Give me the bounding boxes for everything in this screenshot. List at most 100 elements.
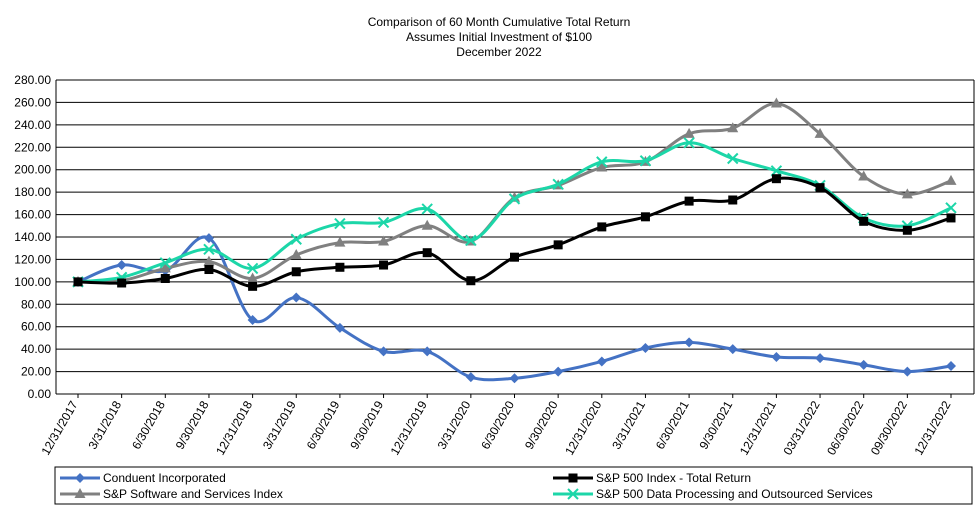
data-point [203,243,215,256]
chart-title-line-1: Comparison of 60 Month Cumulative Total … [368,15,631,29]
data-point [684,337,695,348]
legend: Conduent Incorporated S&P 500 Index - Tot… [54,466,973,505]
data-point [421,219,433,230]
chart-title: Comparison of 60 Month Cumulative Total … [368,15,631,59]
data-point [465,372,476,383]
data-point [814,127,826,138]
data-point [291,267,301,277]
data-point [553,366,564,377]
x-tick-label: 12/31/2020 [562,398,604,457]
data-point [117,278,127,288]
data-point [378,235,390,246]
data-point [858,359,869,370]
data-point [684,196,694,206]
y-tick-label: 200.00 [14,163,51,177]
data-point [335,262,345,272]
data-point [378,346,389,357]
x-tick-label: 6/30/2021 [653,398,692,452]
data-point [902,366,913,377]
data-point [247,314,258,325]
legend-item: S&P 500 Index - Total Return [553,471,751,485]
y-tick-label: 40.00 [21,342,51,356]
legend-swatch-marker [568,473,578,483]
data-point [334,322,345,333]
data-point [203,255,215,266]
series-line [77,235,952,382]
data-point [552,178,564,190]
y-tick-label: 180.00 [14,185,51,199]
data-point [421,203,433,215]
data-point [160,273,170,283]
x-tick-label: 09/30/2022 [868,398,910,457]
chart-title-line-3: December 2022 [456,45,542,59]
data-point [379,260,389,270]
data-point [510,252,519,262]
legend-swatch-marker [567,488,579,500]
data-point [640,212,650,222]
data-point [290,233,302,245]
data-point [422,346,433,357]
legend-swatch-marker [74,488,86,498]
y-tick-label: 160.00 [14,208,51,222]
data-point [422,248,432,258]
y-tick-label: 280.00 [14,73,51,87]
data-point [640,343,651,354]
data-point [770,97,782,108]
data-point [946,213,956,223]
data-point [596,161,608,172]
data-point [466,276,476,286]
y-tick-label: 60.00 [21,320,51,334]
data-point [727,152,739,165]
data-point [639,155,652,167]
legend-item: Conduent Incorporated [60,471,226,485]
data-point [859,216,869,226]
data-point [509,373,520,384]
legend-item: S&P 500 Data Processing and Outsourced S… [553,487,873,501]
x-tick-label: 03/31/2022 [780,398,822,457]
data-point [73,277,83,287]
data-point [902,225,912,235]
data-point [159,257,172,269]
data-point [204,265,214,275]
data-point [683,127,695,138]
x-axis-tick-labels: 12/31/2017 3/31/2018 6/30/2018 9/30/2018 12/… [38,394,954,458]
data-point [334,217,346,230]
data-point [291,292,302,303]
data-point [771,351,782,362]
x-tick-label: 3/31/2018 [85,398,124,452]
data-point [815,183,825,193]
data-point [727,344,738,355]
x-tick-label: 6/30/2020 [478,398,517,452]
data-point [377,216,390,229]
y-tick-label: 240.00 [14,118,51,132]
data-point [596,156,608,168]
x-tick-label: 9/30/2021 [697,398,736,452]
x-tick-label: 9/30/2019 [347,398,386,452]
x-tick-label: 3/31/2021 [609,398,648,452]
data-point [290,248,302,259]
data-point [770,165,783,177]
data-point [683,137,695,149]
y-tick-label: 20.00 [21,365,51,379]
data-point [597,222,607,232]
chart-title-line-2: Assumes Initial Investment of $100 [406,30,592,44]
legend-label: Conduent Incorporated [103,471,226,485]
y-tick-label: 260.00 [14,95,51,109]
data-point [771,174,781,184]
legend-item: S&P Software and Services Index [60,487,283,501]
data-point [727,122,739,133]
legend-swatch-marker [75,473,85,483]
x-tick-label: 9/30/2020 [522,398,561,452]
x-tick-label: 9/30/2018 [173,398,212,452]
y-axis-tick-labels: 0.00 20.00 40.00 60.00 80.00 100.00 120.00 140.… [14,73,51,401]
series-lines [72,97,957,384]
x-tick-label: 12/31/2017 [38,398,80,457]
series-3 [72,137,957,288]
x-tick-label: 12/31/2022 [911,398,953,457]
data-point [946,360,956,371]
x-tick-label: 12/31/2021 [737,398,779,457]
y-tick-label: 0.00 [28,387,52,401]
data-point [858,170,870,181]
data-point [815,353,826,364]
